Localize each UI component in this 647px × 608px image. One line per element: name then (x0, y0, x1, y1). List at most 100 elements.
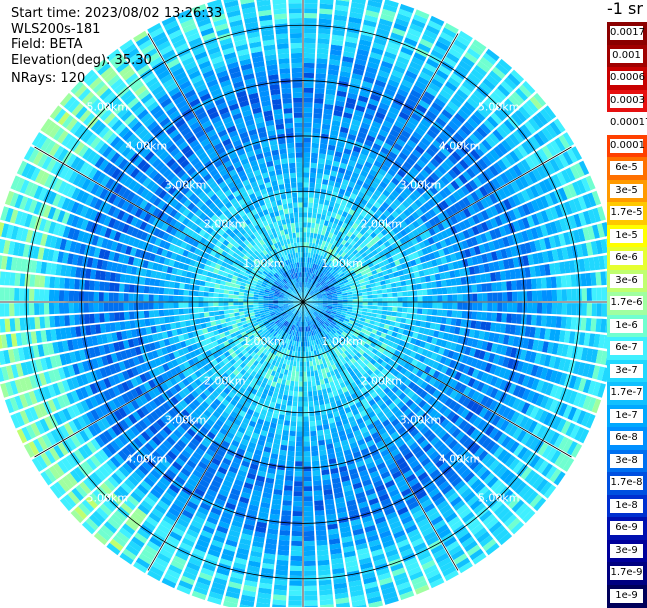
range-gate-cell (295, 461, 302, 466)
range-gate-cell (291, 541, 302, 546)
range-gate-cell (526, 315, 532, 325)
range-gate-cell (49, 277, 55, 289)
range-gate-cell (278, 419, 284, 425)
range-gate-cell (313, 391, 318, 397)
range-gate-cell (287, 401, 292, 407)
range-gate-cell (377, 306, 382, 310)
range-gate-cell (312, 381, 316, 386)
range-gate-cell (418, 303, 423, 308)
range-gate-cell (99, 292, 104, 301)
range-gate-cell (311, 436, 317, 442)
range-gate-cell (283, 395, 288, 401)
range-gate-cell (313, 361, 317, 366)
range-gate-cell (144, 286, 150, 293)
range-gate-cell (304, 446, 311, 451)
range-gate-cell (39, 303, 44, 315)
range-gate-cell (491, 313, 497, 322)
range-gate-cell (208, 302, 213, 306)
range-gate-cell (311, 441, 318, 447)
range-gate-cell (109, 303, 114, 312)
range-gate-cell (286, 471, 294, 477)
range-gate-cell (366, 316, 372, 320)
range-gate-cell (140, 277, 146, 285)
range-gate-cell (318, 369, 322, 375)
range-gate-cell (561, 317, 567, 329)
range-gate-cell (293, 501, 302, 506)
range-gate-cell (303, 397, 307, 402)
range-gate-cell (209, 307, 214, 311)
range-gate-cell (69, 279, 75, 290)
range-gate-cell (507, 303, 512, 312)
range-gate-cell (298, 392, 302, 397)
range-gate-cell (211, 321, 217, 326)
range-gate-cell (209, 312, 215, 317)
range-gate-cell (304, 531, 314, 536)
range-gate-cell (319, 374, 324, 380)
range-gate-cell (54, 277, 60, 288)
range-gate-cell (304, 601, 318, 606)
range-gate-cell (39, 317, 45, 329)
range-gate-cell (124, 312, 130, 320)
range-gate-cell (4, 288, 9, 301)
range-gate-cell (164, 303, 169, 309)
range-gate-cell (293, 396, 298, 401)
range-gate-cell (226, 322, 232, 327)
range-gate-cell (238, 296, 243, 299)
range-gate-cell (313, 476, 321, 482)
range-gate-cell (546, 316, 552, 327)
range-gate-cell (223, 302, 228, 306)
range-gate-cell (290, 361, 294, 366)
range-gate-cell (296, 436, 302, 441)
range-gate-cell (233, 306, 238, 309)
range-gate-cell (402, 313, 408, 318)
range-gate-cell (295, 466, 303, 471)
range-gate-cell (239, 309, 244, 312)
range-gate-cell (299, 382, 303, 387)
range-gate-cell (352, 307, 357, 310)
range-gate-cell (276, 565, 288, 571)
range-gate-cell (210, 283, 216, 288)
range-gate-cell (290, 431, 296, 436)
range-gate-cell (234, 312, 239, 316)
range-gate-cell (64, 290, 69, 301)
range-gate-cell (304, 456, 311, 461)
range-gate-cell (159, 310, 165, 317)
range-gate-cell (280, 384, 285, 390)
range-gate-cell (228, 306, 233, 310)
range-gate-cell (309, 401, 314, 406)
range-gate-cell (308, 396, 313, 401)
range-gate-cell (214, 311, 219, 316)
range-gate-cell (174, 303, 179, 309)
range-gate-cell (286, 466, 294, 472)
range-gate-cell (29, 317, 35, 329)
range-gate-cell (204, 292, 209, 297)
range-gate-cell (293, 506, 302, 511)
range-gate-cell (541, 316, 547, 327)
range-gate-cell (159, 303, 164, 309)
range-gate-cell (436, 317, 442, 324)
range-gate-cell (288, 601, 302, 606)
range-gate-cell (297, 426, 303, 431)
range-gate-cell (119, 284, 125, 292)
range-gate-cell (300, 332, 302, 337)
range-gate-cell (283, 430, 289, 436)
range-gate-cell (282, 400, 287, 406)
range-gate-cell (295, 346, 298, 351)
range-gate-cell (369, 320, 375, 325)
range-gate-cell (317, 540, 328, 546)
range-gate-cell (285, 385, 290, 391)
range-gate-cell (135, 276, 141, 284)
range-gate-cell (310, 361, 313, 366)
range-gate-cell (288, 396, 293, 402)
range-gate-cell (363, 305, 368, 308)
range-gate-cell (321, 465, 329, 471)
range-gate-cell (273, 590, 286, 596)
range-gate-cell (456, 319, 462, 327)
range-gate-cell (292, 526, 302, 531)
range-gate-cell (571, 317, 577, 329)
range-gate-cell (299, 387, 303, 392)
range-gate-cell (314, 500, 323, 506)
range-gate-cell (317, 430, 323, 436)
range-gate-cell (258, 306, 263, 309)
range-gate-cell (319, 585, 332, 591)
